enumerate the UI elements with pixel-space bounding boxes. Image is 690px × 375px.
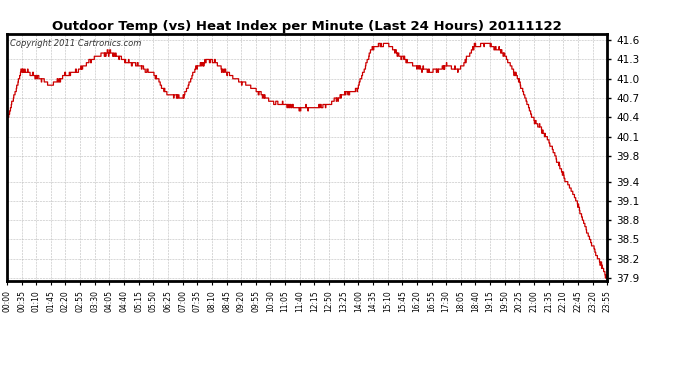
Title: Outdoor Temp (vs) Heat Index per Minute (Last 24 Hours) 20111122: Outdoor Temp (vs) Heat Index per Minute … bbox=[52, 20, 562, 33]
Text: Copyright 2011 Cartronics.com: Copyright 2011 Cartronics.com bbox=[10, 39, 141, 48]
